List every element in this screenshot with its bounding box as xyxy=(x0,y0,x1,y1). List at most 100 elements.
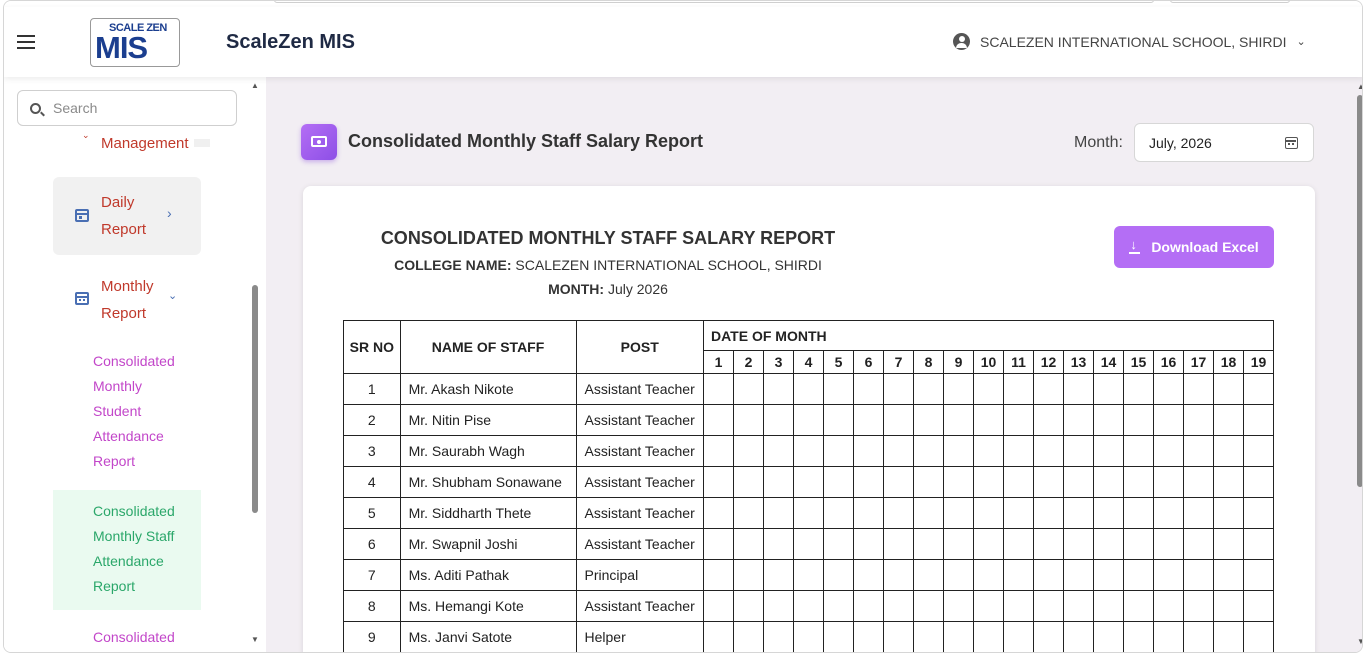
daily-label-1: Daily xyxy=(101,194,135,211)
sidebar-subitem-staff-attendance[interactable]: Consolidated Monthly Staff Attendance Re… xyxy=(53,490,201,610)
day-cell xyxy=(1242,621,1274,652)
day-cell xyxy=(1092,466,1124,498)
day-cell xyxy=(912,559,944,591)
day-cell xyxy=(912,528,944,560)
scroll-down-icon[interactable]: ▼ xyxy=(1357,637,1362,646)
day-cell xyxy=(1092,559,1124,591)
day-cell xyxy=(1092,404,1124,436)
cell-staff-name: Ms. Janvi Satote xyxy=(399,621,577,652)
date-group-label: DATE OF MONTH xyxy=(711,327,827,344)
day-cell xyxy=(1182,435,1214,467)
scroll-thumb[interactable] xyxy=(1357,95,1362,487)
chevron-down-icon: ⌄ xyxy=(1296,36,1306,48)
day-cell xyxy=(912,373,944,405)
cell-post: Assistant Teacher xyxy=(575,497,704,529)
day-cell xyxy=(942,559,974,591)
sidebar-scrollbar[interactable]: ▲ ▼ xyxy=(249,77,261,652)
day-cell xyxy=(852,404,884,436)
month-picker[interactable]: July, 2026 xyxy=(1134,123,1314,162)
salary-table-container[interactable]: SR NO NAME OF STAFF POST DATE OF MONTH 1… xyxy=(343,320,1274,652)
day-cell xyxy=(852,497,884,529)
report-month-value: July 2026 xyxy=(607,281,668,297)
day-cell xyxy=(912,435,944,467)
logo-top-text: SCALE ZEN xyxy=(109,22,167,34)
day-cell xyxy=(762,528,794,560)
day-cell xyxy=(792,590,824,622)
day-cell xyxy=(852,466,884,498)
day-cell xyxy=(702,528,734,560)
day-cell xyxy=(1002,590,1034,622)
main-scrollbar[interactable]: ▲ ▼ xyxy=(1355,77,1362,652)
report-card: CONSOLIDATED MONTHLY STAFF SALARY REPORT… xyxy=(303,186,1315,652)
day-cell xyxy=(882,621,914,652)
day-cell xyxy=(1212,621,1244,652)
day-cell xyxy=(732,559,764,591)
day-cell xyxy=(1152,590,1184,622)
day-cell xyxy=(1002,404,1034,436)
school-name: SCALEZEN INTERNATIONAL SCHOOL, SHIRDI xyxy=(980,33,1287,50)
day-cell xyxy=(942,497,974,529)
scroll-down-icon[interactable]: ▼ xyxy=(251,635,259,644)
day-cell xyxy=(1152,404,1184,436)
cell-staff-name: Mr. Siddharth Thete xyxy=(399,497,577,529)
day-cell xyxy=(1122,373,1154,405)
day-cell xyxy=(1032,497,1064,529)
scalezen-logo[interactable]: SCALE ZEN MIS xyxy=(90,18,180,67)
day-cell xyxy=(1002,497,1034,529)
day-cell xyxy=(762,404,794,436)
sidebar-subitem-consolidated[interactable]: Consolidated xyxy=(93,625,175,650)
day-cell xyxy=(732,435,764,467)
cell-post: Assistant Teacher xyxy=(575,590,704,622)
day-cell xyxy=(732,466,764,498)
day-cell xyxy=(1242,404,1274,436)
cell-staff-name: Mr. Akash Nikote xyxy=(399,373,577,405)
day-cell xyxy=(1212,466,1244,498)
day-cell xyxy=(882,590,914,622)
cell-post: Assistant Teacher xyxy=(575,373,704,405)
school-selector[interactable]: SCALEZEN INTERNATIONAL SCHOOL, SHIRDI ⌄ xyxy=(953,33,1306,50)
scroll-up-icon[interactable]: ▲ xyxy=(1357,82,1362,91)
day-header-cell: 10 xyxy=(972,350,1004,374)
day-header-cell: 12 xyxy=(1032,350,1064,374)
calendar-icon[interactable] xyxy=(1285,137,1298,149)
scroll-thumb[interactable] xyxy=(252,285,258,513)
sidebar-item-management[interactable]: Management xyxy=(101,135,189,152)
day-cell xyxy=(1152,528,1184,560)
report-month-label: MONTH: xyxy=(548,281,605,297)
cell-post: Assistant Teacher xyxy=(575,528,704,560)
sub-label-line: Monthly Staff xyxy=(93,528,175,544)
cell-sr: 8 xyxy=(343,590,401,622)
day-cell xyxy=(1152,621,1184,652)
day-cell xyxy=(732,621,764,652)
day-cell xyxy=(1002,466,1034,498)
sidebar-item-daily-report[interactable]: Daily Report › xyxy=(53,177,201,255)
day-cell xyxy=(1122,466,1154,498)
day-cell xyxy=(1152,497,1184,529)
table-row: 6 Mr. Swapnil Joshi Assistant Teacher xyxy=(343,528,1274,560)
day-header-cell: 17 xyxy=(1182,350,1214,374)
scroll-up-icon[interactable]: ▲ xyxy=(251,81,259,90)
search-input[interactable] xyxy=(53,100,203,116)
table-body: 1 Mr. Akash Nikote Assistant Teacher 2 Mr. N… xyxy=(343,373,1274,652)
day-cell xyxy=(1032,466,1064,498)
sub-label-line: Attendance xyxy=(93,553,164,569)
sidebar-subitem-student-attendance[interactable]: Consolidated Monthly Student Attendance … xyxy=(93,349,175,474)
main-content: Consolidated Monthly Staff Salary Report… xyxy=(266,77,1362,652)
cell-sr: 2 xyxy=(343,404,401,436)
day-cell xyxy=(1152,559,1184,591)
day-cell xyxy=(1032,559,1064,591)
download-icon xyxy=(1129,237,1141,254)
hamburger-icon[interactable] xyxy=(17,34,37,50)
sidebar-item-monthly-report[interactable]: Monthly Report ⌄ xyxy=(53,267,201,327)
day-cell xyxy=(732,404,764,436)
download-excel-button[interactable]: Download Excel xyxy=(1114,226,1274,268)
app-window: SCALE ZEN MIS ScaleZen MIS SCALEZEN INTE… xyxy=(3,0,1363,653)
day-cell xyxy=(1122,435,1154,467)
day-cell xyxy=(1212,373,1244,405)
top-header: SCALE ZEN MIS ScaleZen MIS SCALEZEN INTE… xyxy=(4,7,1362,77)
day-cell xyxy=(822,404,854,436)
search-box[interactable] xyxy=(17,90,237,126)
day-cell xyxy=(972,621,1004,652)
sub-label-line: Consolidated xyxy=(93,353,175,369)
day-cell xyxy=(1212,404,1244,436)
